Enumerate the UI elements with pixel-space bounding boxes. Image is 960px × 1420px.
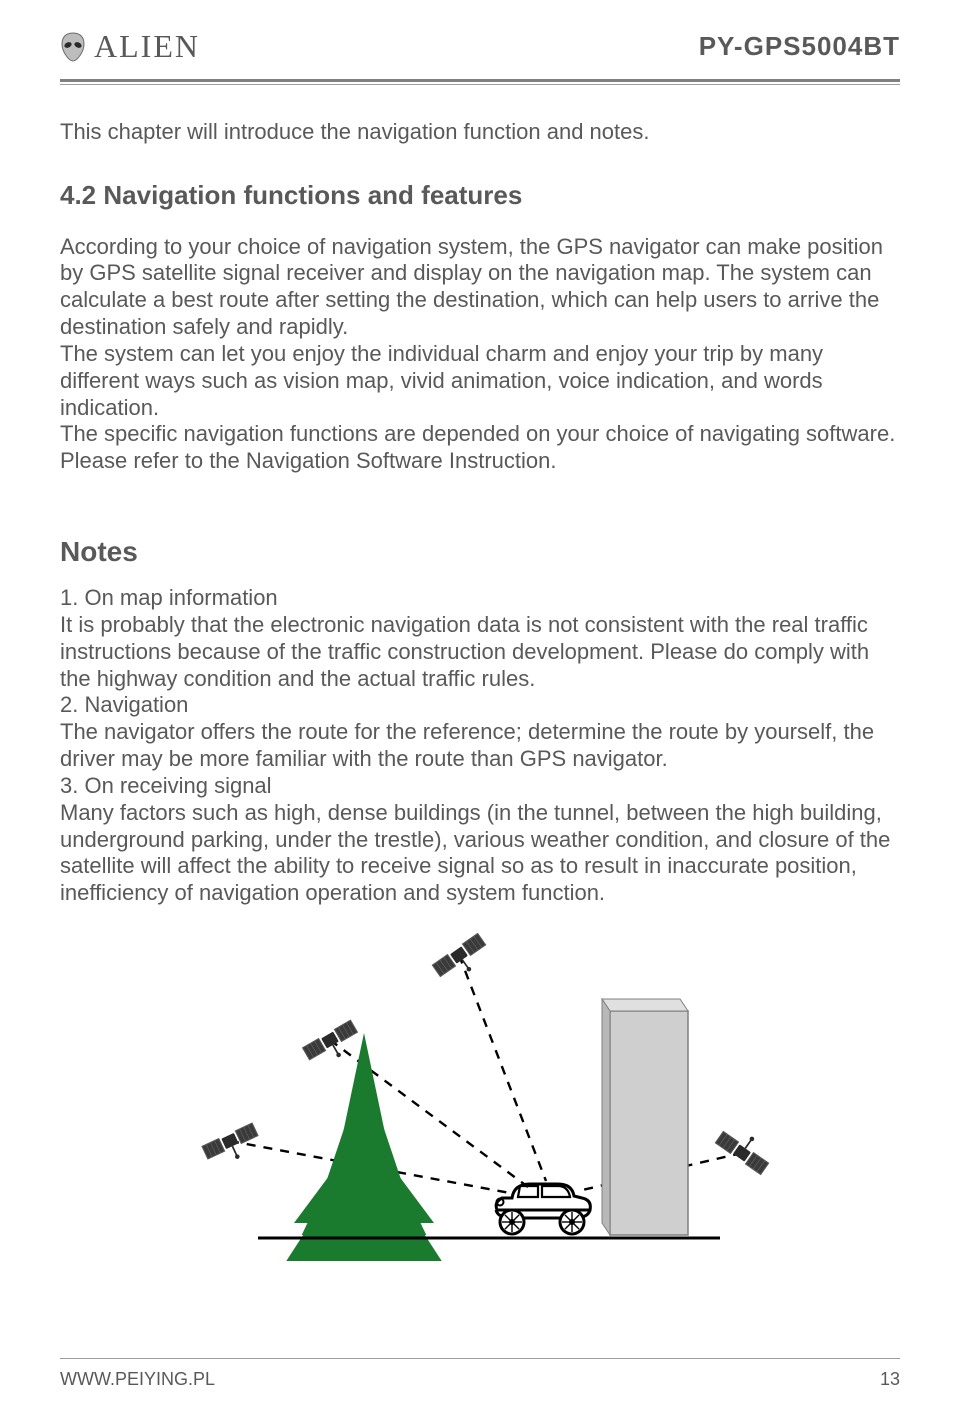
sat-left [202,1123,263,1170]
sat-mid [303,1020,364,1071]
notes-heading: Notes [60,535,900,569]
brand-text: ALIEN [94,28,200,65]
model-number: PY-GPS5004BT [699,31,900,62]
signal-diagram [160,933,800,1263]
footer-url: WWW.PEIYING.PL [60,1369,215,1390]
section-body: According to your choice of navigation s… [60,234,900,475]
footer: WWW.PEIYING.PL 13 [60,1358,900,1390]
header-rule-thick [60,79,900,82]
footer-page: 13 [880,1369,900,1390]
notes-body: 1. On map informationIt is probably that… [60,585,900,907]
alien-head-icon [60,32,86,62]
header: ALIEN PY-GPS5004BT [60,28,900,71]
logo: ALIEN [60,28,200,65]
section-heading: 4.2 Navigation functions and features [60,180,900,212]
intro-text: This chapter will introduce the navigati… [60,119,900,146]
sat-top [432,934,492,987]
sat-right [715,1121,775,1174]
car-icon [496,1184,590,1234]
header-rule-thin [60,84,900,85]
